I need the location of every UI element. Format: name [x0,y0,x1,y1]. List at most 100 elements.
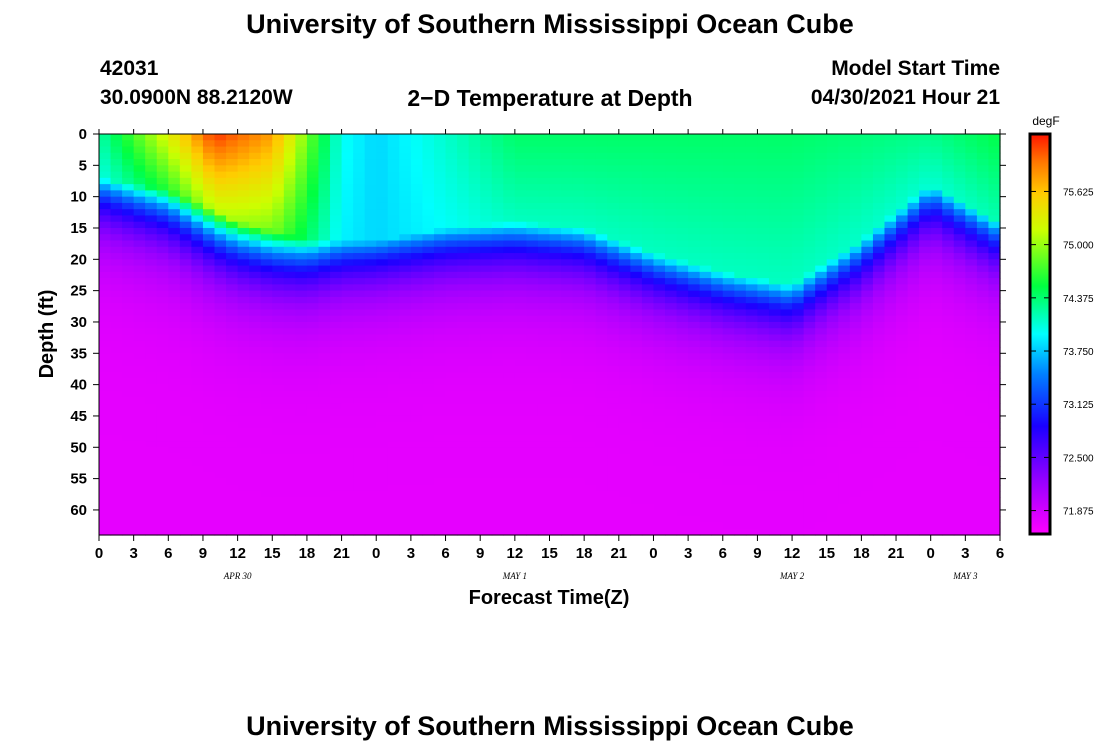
heatmap-cell [595,246,608,254]
heatmap-cell [953,422,966,430]
heatmap-cell [226,328,239,336]
heatmap-cell [214,271,227,279]
heatmap-cell [445,491,458,499]
heatmap-cell [907,509,920,517]
heatmap-cell [202,340,216,348]
heatmap-cell [330,478,343,486]
heatmap-cell [387,522,400,530]
heatmap-cell [110,384,123,392]
heatmap-cell [930,159,943,166]
heatmap-cell [826,328,839,336]
heatmap-cell [757,278,770,285]
heatmap-cell [653,146,666,154]
heatmap-cell [884,409,897,417]
heatmap-cell [202,184,216,191]
heatmap-cell [734,227,747,235]
heatmap-cell [364,190,377,198]
heatmap-cell [99,171,112,179]
heatmap-cell [168,184,181,191]
heatmap-cell [641,309,655,317]
heatmap-cell [722,359,735,367]
heatmap-cell [965,290,978,298]
heatmap-cell [919,165,932,173]
heatmap-cell [237,146,250,154]
heatmap-cell [191,415,204,423]
heatmap-cell [503,159,516,166]
heatmap-cell [445,253,458,260]
heatmap-cell [330,453,343,461]
heatmap-cell [191,378,204,386]
heatmap-cell [676,334,689,342]
heatmap-cell [665,372,678,379]
heatmap-cell [907,234,920,242]
heatmap-cell [595,165,608,173]
heatmap-cell [330,403,343,411]
heatmap-cell [399,459,412,467]
heatmap-cell [849,397,862,405]
heatmap-cell [353,159,366,166]
heatmap-cell [249,478,262,486]
heatmap-cell [295,290,308,298]
heatmap-cell [711,146,724,154]
heatmap-cell [422,441,435,448]
heatmap-cell [237,422,250,430]
heatmap-cell [815,284,828,292]
heatmap-cell [884,447,897,455]
heatmap-cell [826,202,839,210]
heatmap-cell [641,403,655,411]
heatmap-cell [561,472,574,480]
heatmap-cell [930,202,943,210]
heatmap-cell [884,234,897,242]
heatmap-cell [641,315,655,323]
heatmap-cell [676,365,689,373]
heatmap-cell [896,165,909,173]
heatmap-cell [202,403,216,411]
heatmap-cell [133,253,146,260]
heatmap-cell [988,140,1001,148]
heatmap-cell [341,296,354,304]
heatmap-cell [826,378,839,386]
heatmap-cell [884,415,897,423]
heatmap-cell [872,353,886,361]
heatmap-cell [699,290,712,298]
heatmap-cell [283,184,296,191]
heatmap-cell [156,296,169,304]
heatmap-cell [896,415,909,423]
heatmap-cell [410,484,424,492]
heatmap-cell [341,152,354,160]
heatmap-cell [330,284,343,292]
heatmap-cell [306,390,320,398]
heatmap-cell [988,516,1001,524]
heatmap-cell [168,447,181,455]
heatmap-cell [341,453,354,461]
heatmap-cell [318,428,331,436]
heatmap-cell [422,321,435,329]
heatmap-cell [376,184,389,191]
heatmap-cell [202,328,216,336]
heatmap-cell [353,378,366,386]
heatmap-cell [457,372,470,379]
heatmap-cell [433,466,447,473]
heatmap-cell [202,134,216,141]
heatmap-cell [179,284,193,292]
heatmap-cell [815,246,828,254]
heatmap-cell [792,209,805,217]
heatmap-cell [872,315,886,323]
heatmap-cell [722,259,735,267]
heatmap-cell [618,403,631,411]
heatmap-cell [757,227,770,235]
heatmap-cell [99,303,112,311]
heatmap-cell [595,503,608,511]
heatmap-cell [930,384,943,392]
heatmap-cell [780,227,793,235]
heatmap-cell [457,215,470,223]
heatmap-cell [745,146,759,154]
heatmap-cell [399,353,412,361]
heatmap-cell [260,215,273,223]
heatmap-cell [353,491,366,499]
heatmap-cell [595,278,608,285]
heatmap-cell [364,146,377,154]
heatmap-cell [433,472,447,480]
heatmap-cell [133,447,146,455]
heatmap-cell [526,447,539,455]
